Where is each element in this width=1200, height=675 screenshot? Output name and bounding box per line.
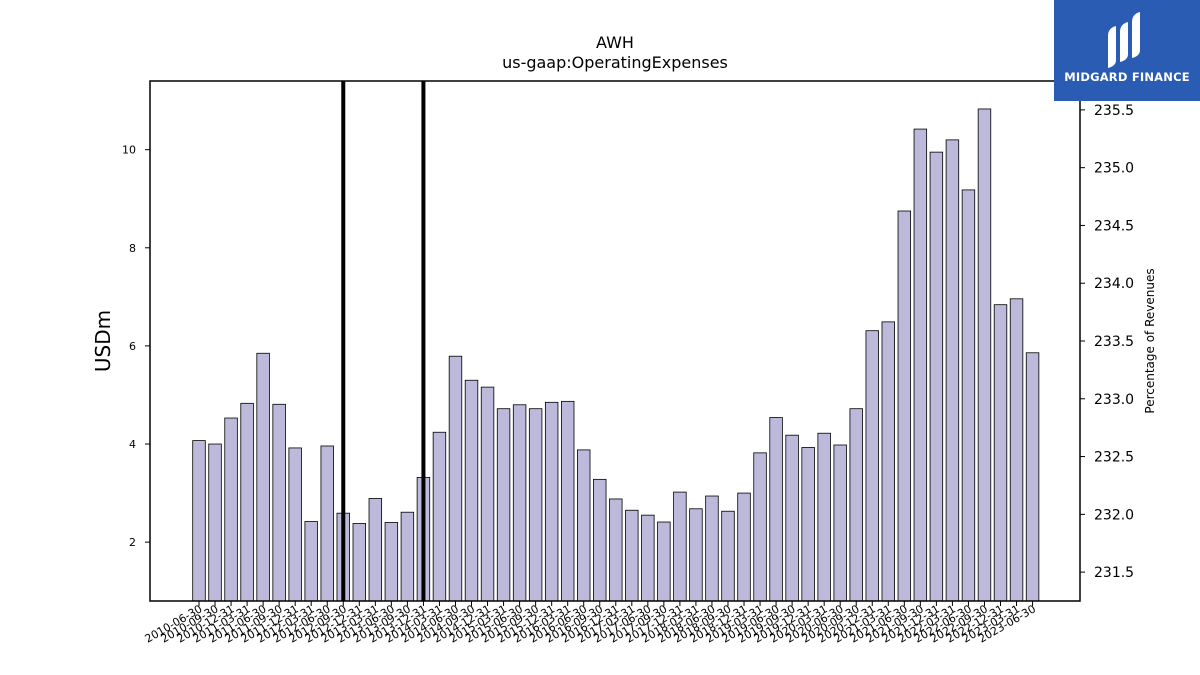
- y-tick-label: 4: [129, 438, 136, 451]
- y-right-tick-label: 235.5: [1094, 103, 1134, 119]
- y-right-tick-label: 235.0: [1094, 161, 1134, 177]
- bar: [753, 452, 767, 602]
- midgard-finance-logo: MIDGARD FINANCE: [1054, 0, 1200, 101]
- bar: [849, 408, 863, 602]
- bar: [192, 440, 206, 602]
- y-tick-label: 2: [129, 536, 136, 549]
- bar: [368, 498, 383, 602]
- chart-title: AWH: [596, 33, 634, 52]
- bar: [288, 447, 302, 602]
- bar: [977, 108, 992, 602]
- logo-text: MIDGARD FINANCE: [1064, 70, 1190, 84]
- bar: [657, 521, 671, 602]
- bar: [817, 432, 831, 602]
- bar: [448, 355, 463, 602]
- bar: [577, 449, 591, 602]
- bar: [512, 404, 527, 602]
- y-right-tick-label: 232.5: [1094, 450, 1134, 466]
- bar: [496, 408, 511, 602]
- bar: [993, 304, 1008, 602]
- y-right-tick-label: 234.5: [1094, 218, 1134, 234]
- bar: [560, 400, 575, 602]
- y-axis-label: USDm: [91, 310, 115, 372]
- bar: [673, 491, 687, 602]
- bar: [961, 189, 976, 602]
- logo-mark-icon: [1108, 12, 1140, 68]
- bar: [384, 522, 399, 602]
- bar: [528, 408, 543, 602]
- bar: [480, 386, 495, 602]
- bar: [865, 330, 879, 602]
- bar: [881, 321, 895, 602]
- bar: [304, 521, 318, 602]
- bar: [272, 403, 286, 602]
- bar: [609, 498, 623, 602]
- bar: [352, 523, 367, 602]
- bar: [625, 509, 639, 602]
- plot-frame: [149, 80, 1081, 602]
- bar: [785, 434, 799, 602]
- bar: [432, 431, 447, 602]
- bar: [1009, 298, 1024, 602]
- y-right-tick-label: 233.5: [1094, 334, 1134, 350]
- bar: [240, 402, 254, 602]
- bar: [641, 514, 655, 602]
- bar: [705, 495, 719, 602]
- bar: [208, 443, 222, 602]
- y-right-tick-label: 233.0: [1094, 392, 1134, 408]
- bar: [464, 379, 479, 602]
- bar: [833, 444, 847, 602]
- bar: [593, 478, 607, 602]
- bar: [320, 445, 334, 602]
- y-right-tick-label: 232.0: [1094, 507, 1134, 523]
- y-tick-label: 10: [122, 144, 136, 157]
- y-tick-label: 8: [129, 242, 136, 255]
- y-tick-label: 6: [129, 340, 136, 353]
- bar: [224, 417, 238, 602]
- bar: [689, 508, 703, 602]
- y-axis-label-right: Percentage of Revenues: [1143, 268, 1157, 413]
- y-right-tick-label: 234.0: [1094, 276, 1134, 292]
- bar: [769, 417, 783, 602]
- bar: [929, 151, 944, 602]
- bar: [721, 510, 735, 602]
- bar: [737, 492, 751, 602]
- bar: [897, 210, 912, 602]
- bar: [1025, 352, 1040, 602]
- bar: [945, 139, 960, 602]
- bar: [544, 401, 559, 602]
- bar: [400, 511, 415, 602]
- y-right-tick-label: 231.5: [1094, 565, 1134, 581]
- bar: [256, 352, 270, 602]
- bar: [801, 447, 815, 602]
- chart-subtitle: us-gaap:OperatingExpenses: [502, 53, 728, 72]
- bar: [913, 128, 928, 602]
